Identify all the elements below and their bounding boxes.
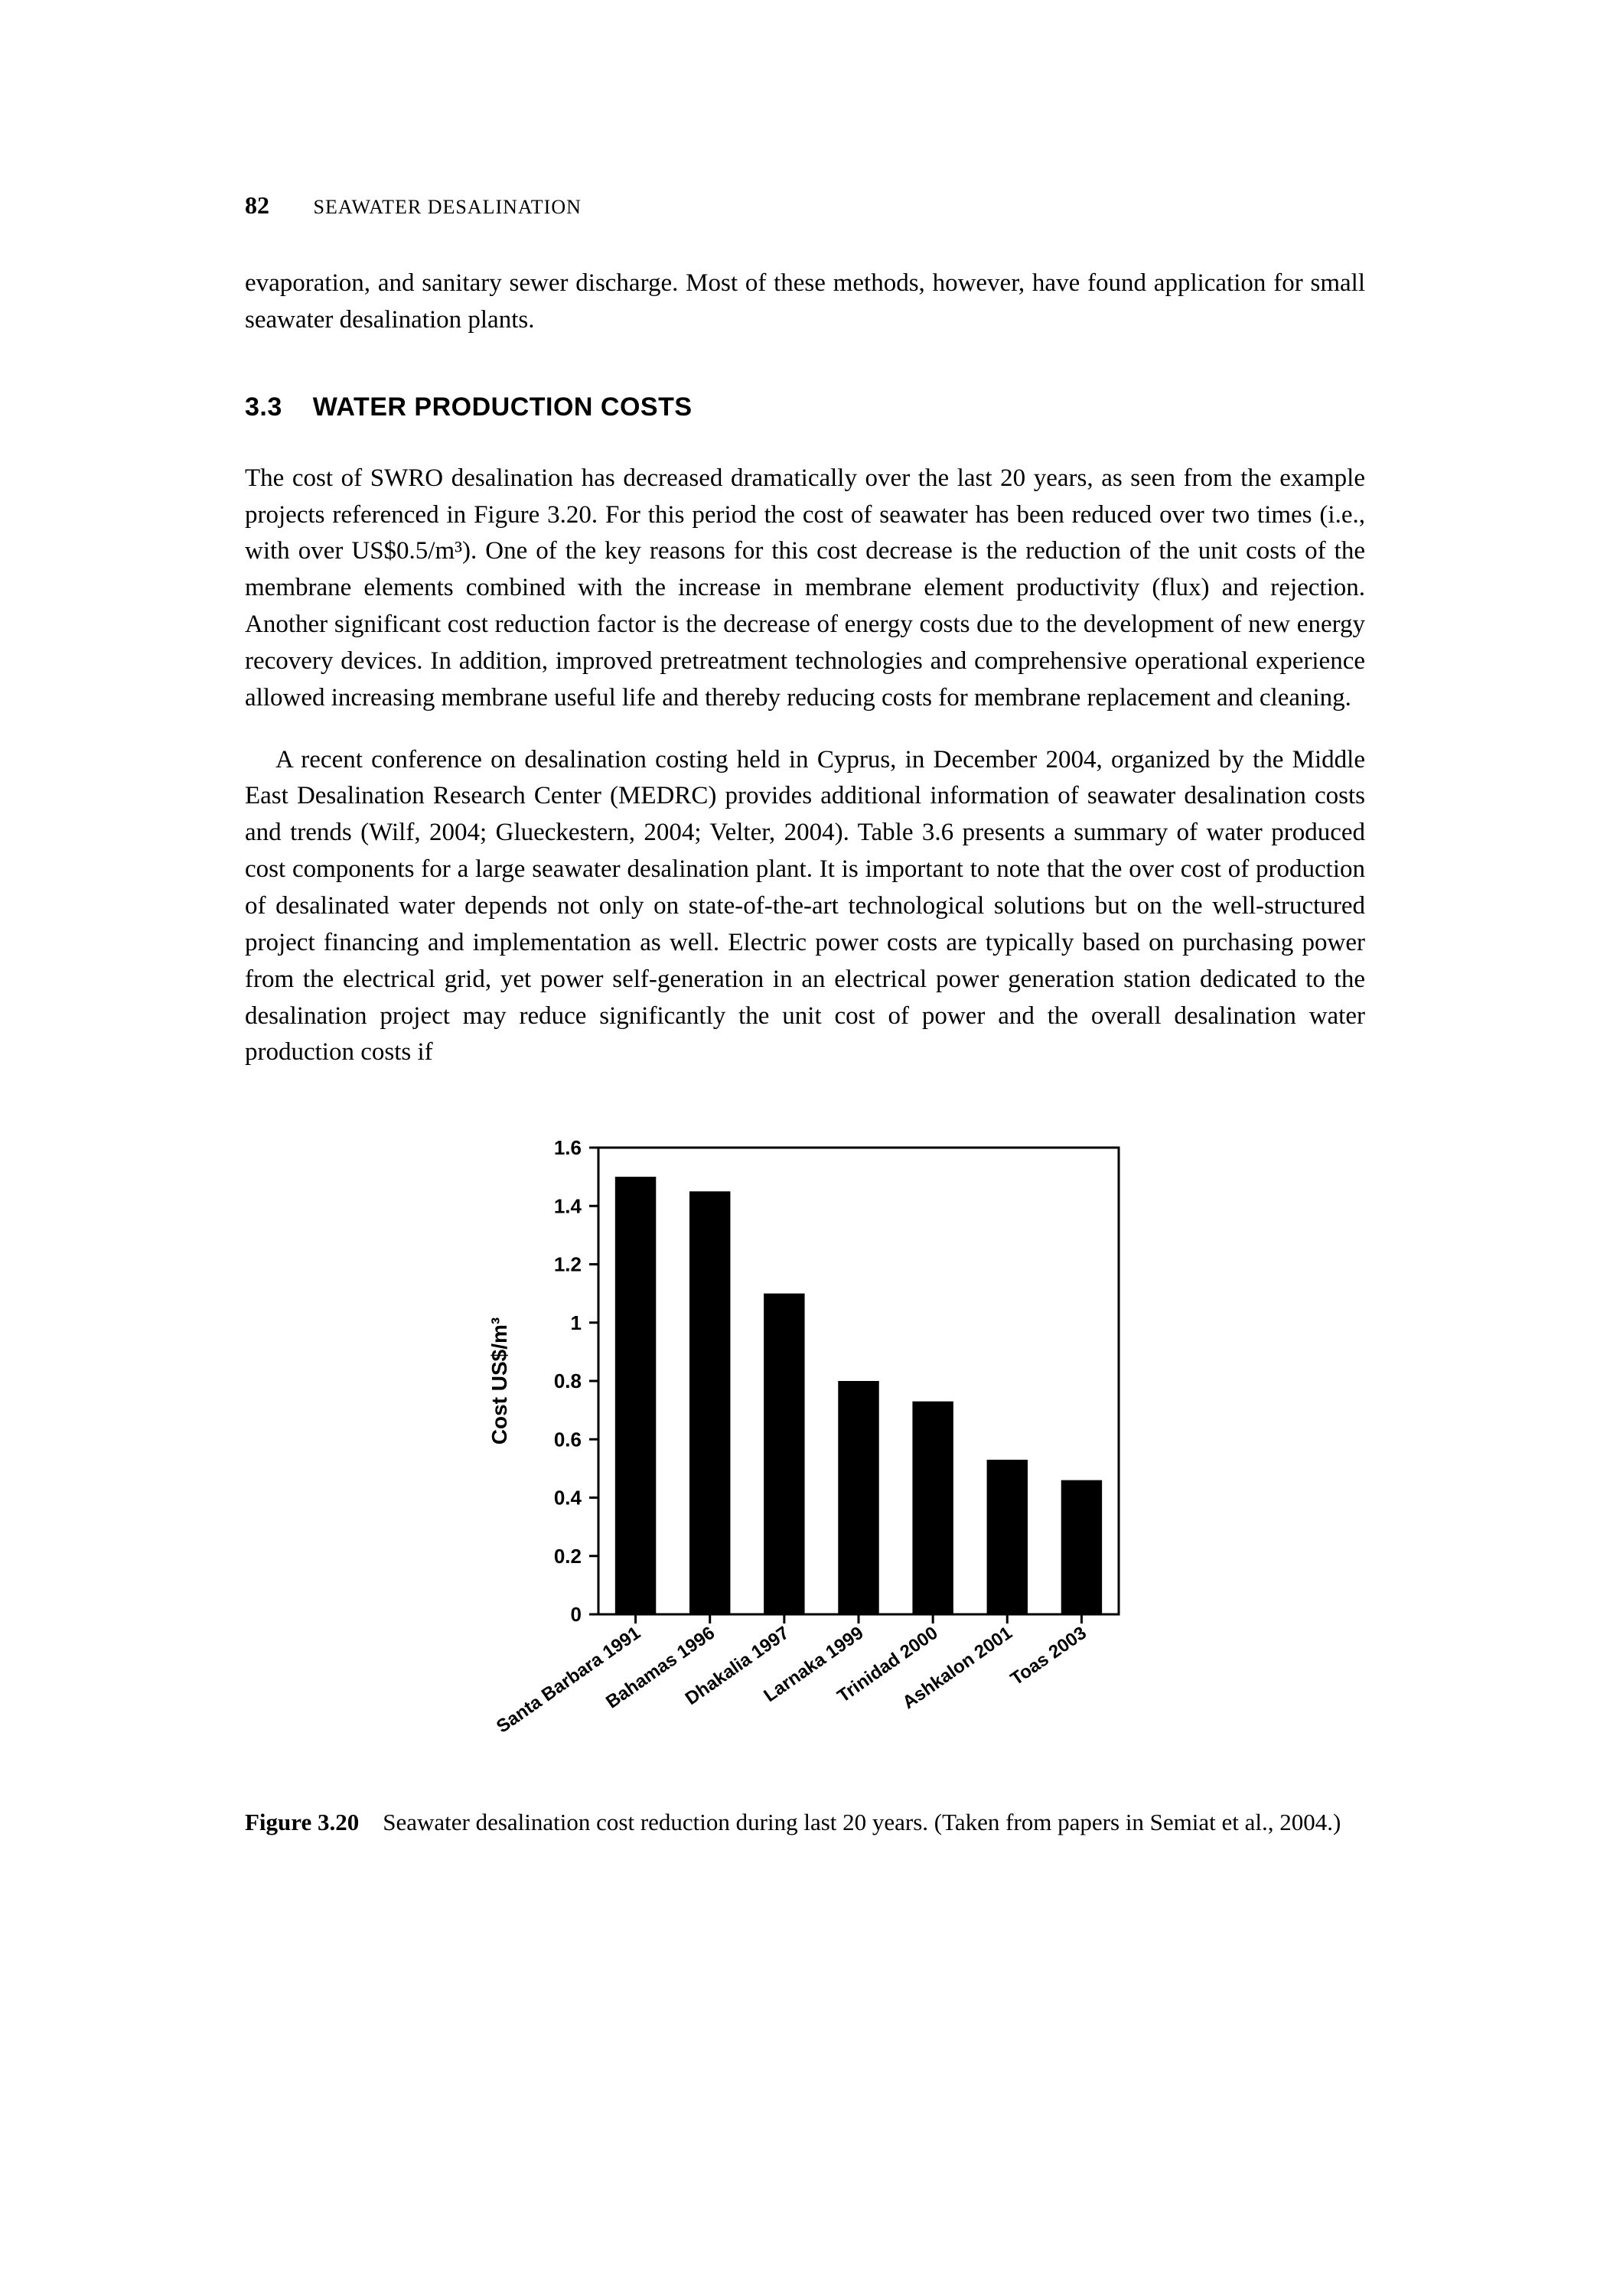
svg-text:1.6: 1.6	[554, 1136, 582, 1159]
section-number: 3.3	[245, 392, 282, 422]
page-header: 82 SEAWATER DESALINATION	[245, 191, 1365, 220]
svg-text:1.2: 1.2	[554, 1253, 582, 1276]
svg-text:Cost US$/m³: Cost US$/m³	[487, 1317, 511, 1444]
figure-caption: Figure 3.20 Seawater desalination cost r…	[245, 1806, 1365, 1838]
figure-3-20: 0 0.2 0.4 0.6 0.8 1 1.2 1.4 1.6 Cost US$/m³ Santa …	[245, 1125, 1365, 1838]
bar-chart: 0 0.2 0.4 0.6 0.8 1 1.2 1.4 1.6 Cost US$/m³ Santa …	[461, 1125, 1149, 1775]
page-number: 82	[245, 191, 269, 219]
page: 82 SEAWATER DESALINATION evaporation, an…	[0, 0, 1610, 2296]
caption-text: Seawater desalination cost reduction dur…	[383, 1809, 1341, 1835]
body-paragraph-2: A recent conference on desalination cost…	[245, 742, 1365, 1072]
svg-text:Toas 2003: Toas 2003	[1007, 1623, 1090, 1690]
caption-label: Figure 3.20	[245, 1809, 359, 1835]
svg-text:0: 0	[571, 1603, 582, 1626]
intro-paragraph: evaporation, and sanitary sewer discharg…	[245, 265, 1365, 339]
section-title: WATER PRODUCTION COSTS	[313, 392, 693, 422]
svg-text:0.2: 0.2	[554, 1545, 582, 1568]
svg-text:0.4: 0.4	[554, 1487, 582, 1509]
svg-text:Santa Barbara 1991: Santa Barbara 1991	[493, 1623, 644, 1737]
svg-text:0.8: 0.8	[554, 1369, 582, 1392]
svg-text:1: 1	[571, 1311, 582, 1334]
svg-text:0.6: 0.6	[554, 1428, 582, 1451]
section-heading: 3.3 WATER PRODUCTION COSTS	[245, 392, 1365, 422]
running-head: SEAWATER DESALINATION	[314, 196, 582, 218]
body-paragraph-1: The cost of SWRO desalination has decrea…	[245, 461, 1365, 717]
svg-text:1.4: 1.4	[554, 1194, 582, 1217]
